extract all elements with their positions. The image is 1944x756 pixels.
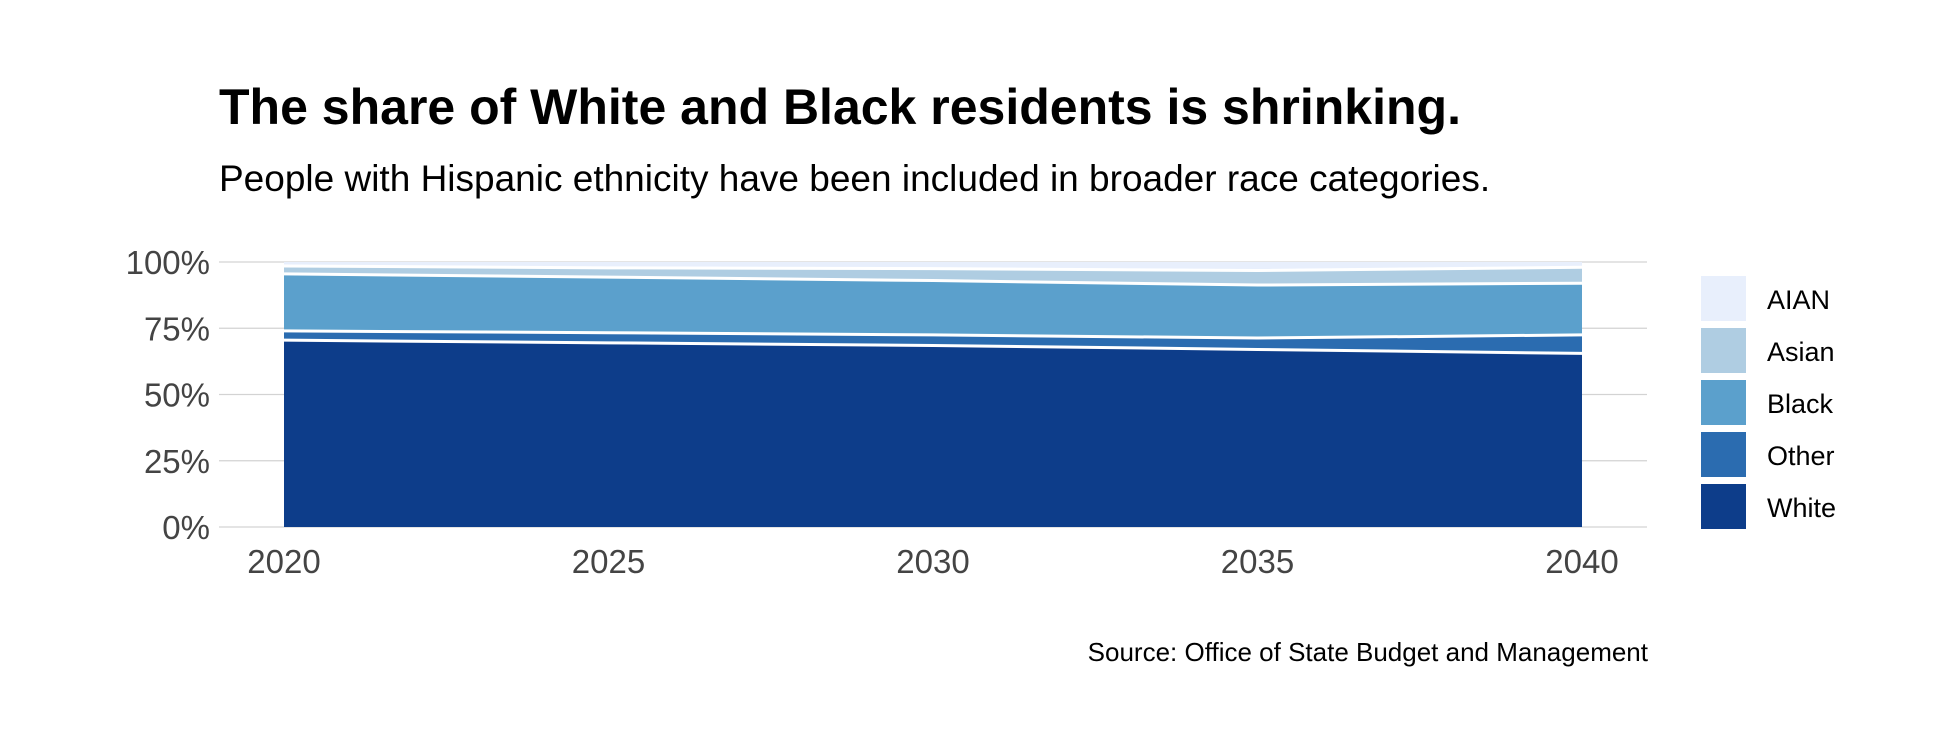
y-tick-label-75: 75% [144,310,210,347]
x-axis: 2020 2025 2030 2035 2040 [247,543,1618,580]
boundary-black [283,272,1583,287]
y-tick-label-50: 50% [144,377,210,414]
y-tick-label-0: 0% [162,509,210,546]
chart-title: The share of White and Black residents i… [219,79,1461,135]
legend: AIAN Asian Black Other White [1701,276,1836,529]
area-aian [284,262,1582,271]
x-tick-label-2030: 2030 [896,543,969,580]
legend-swatch-asian [1701,328,1746,373]
boundary-white [283,338,1583,355]
y-tick-label-100: 100% [126,244,210,281]
legend-label-other: Other [1767,441,1835,471]
x-tick-label-2040: 2040 [1545,543,1618,580]
legend-swatch-black [1701,380,1746,425]
x-tick-label-2025: 2025 [572,543,645,580]
boundary-other [283,329,1583,340]
legend-swatch-other [1701,432,1746,477]
legend-label-black: Black [1767,389,1834,419]
boundary-asian [283,264,1583,272]
legend-swatch-white [1701,484,1746,529]
area-black [284,273,1582,339]
legend-swatch-aian [1701,276,1746,321]
y-axis: 0% 25% 50% 75% 100% [126,244,210,546]
x-tick-label-2020: 2020 [247,543,320,580]
area-other [284,330,1582,354]
legend-label-white: White [1767,493,1836,523]
chart-subtitle: People with Hispanic ethnicity have been… [219,158,1491,199]
legend-label-aian: AIAN [1767,285,1830,315]
y-tick-label-25: 25% [144,443,210,480]
area-white [284,340,1582,527]
legend-label-asian: Asian [1767,337,1835,367]
area-layers [284,262,1582,527]
source-note: Source: Office of State Budget and Manag… [1087,637,1648,667]
series-boundaries [283,264,1583,355]
x-tick-label-2035: 2035 [1221,543,1294,580]
